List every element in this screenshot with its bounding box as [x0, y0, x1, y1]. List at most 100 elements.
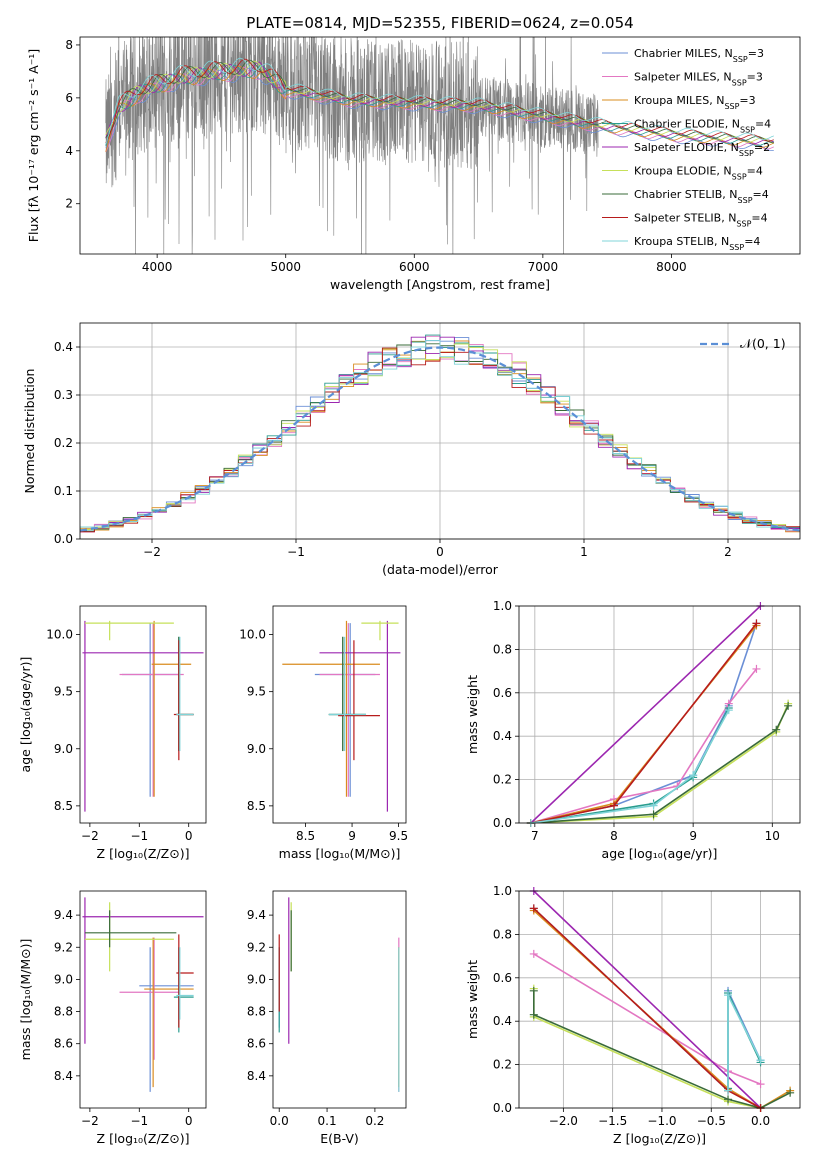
y-tick-label: 0.1 [54, 484, 73, 498]
normal-reference-curve [79, 346, 801, 532]
legend-label: Kroupa ELODIE, NSSP=4 [634, 165, 763, 182]
weight-series-6 [530, 703, 789, 823]
x-tick-label: 0 [185, 1114, 193, 1128]
y-tick-label: 0.0 [54, 532, 73, 546]
errorbar-point [173, 947, 194, 1033]
weight-marker [609, 801, 618, 810]
weight-marker [529, 1010, 538, 1019]
weight-marker [649, 810, 658, 819]
y-tick-label: 0.6 [493, 686, 512, 700]
x-tick-label: 0 [185, 829, 193, 843]
weight_vs_Z-frame [518, 890, 801, 1109]
weight-marker [752, 619, 761, 628]
x-tick-label: −2 [81, 829, 99, 843]
weight-marker [649, 801, 658, 810]
weight-series-9 [530, 709, 730, 823]
y-axis-label: age [log₁₀(age/yr)] [18, 657, 33, 773]
x-tick-label: 6000 [399, 260, 430, 274]
weight_vs_age-axes: 7 8 9 10 0.0 0.2 0.4 0.6 0.8 1.0 age [log₁₀(age/yr… [465, 599, 800, 861]
x-tick-label: −1.0 [647, 1114, 676, 1128]
x-axis-label: wavelength [Angstrom, rest frame] [330, 277, 550, 292]
model-spectrum-6 [105, 60, 774, 144]
residuals-legend: 𝒩(0, 1) [700, 336, 786, 351]
x-tick-label: −1 [130, 1114, 148, 1128]
x-tick-label: 7 [531, 829, 539, 843]
errorbar-point [328, 636, 367, 752]
x-tick-label: 5000 [270, 260, 301, 274]
model-spectrum-9 [105, 57, 774, 145]
errorbar-point [176, 947, 194, 1020]
y-tick-label: 2 [65, 197, 73, 211]
y-axis-label: mass [log₁₀(M/M⊙)] [18, 939, 33, 1061]
y-tick-label: 8.5 [54, 799, 73, 813]
errorbar-point [328, 636, 367, 752]
y-tick-label: 9.0 [247, 742, 266, 756]
y-tick-label: 0.6 [493, 971, 512, 985]
x-axis-label: E(B-V) [320, 1131, 359, 1146]
y-tick-label: 8.6 [54, 1037, 73, 1051]
legend-label: Chabrier MILES, NSSP=3 [634, 47, 764, 64]
weight-series-9 [727, 994, 762, 1091]
spectrum-axes: 4000 5000 6000 7000 8000 2 4 6 8 wavelength [Angs… [26, 38, 687, 292]
x-tick-label: 9.5 [389, 829, 408, 843]
weight-marker [786, 1088, 795, 1097]
y-tick-label: 0.4 [493, 729, 512, 743]
y-tick-label: 9.4 [247, 908, 266, 922]
model-spectrum-5 [105, 61, 775, 145]
y-axis-label: mass weight [465, 675, 480, 754]
weight-marker [724, 1095, 733, 1104]
y-tick-label: 9.4 [54, 908, 73, 922]
x-tick-label: 8000 [656, 260, 687, 274]
y-tick-label: 0.2 [493, 1058, 512, 1072]
x-tick-label: 2 [724, 545, 732, 559]
y-tick-label: 8.4 [54, 1069, 73, 1083]
y-tick-label: 9.0 [247, 972, 266, 986]
y-tick-label: 10.0 [239, 628, 266, 642]
weight-marker [529, 986, 538, 995]
y-tick-label: 0.0 [493, 816, 512, 830]
x-tick-label: 10 [765, 829, 780, 843]
errorbar-point [84, 902, 174, 972]
weight-series-4 [727, 992, 762, 1089]
x-tick-label: −1.5 [598, 1114, 627, 1128]
legend-label: Salpeter ELODIE, NSSP=2 [634, 141, 770, 158]
weight-marker [724, 706, 733, 715]
model-spectrum-3 [105, 65, 774, 152]
y-tick-label: 6 [65, 91, 73, 105]
weight-marker [724, 991, 733, 1000]
errorbar-point [176, 934, 194, 1028]
x-tick-label: 8.5 [296, 829, 315, 843]
errorbar-point [82, 620, 204, 812]
x-tick-label: 8 [610, 829, 618, 843]
weight-series-5 [533, 891, 762, 1108]
errorbar-point [361, 620, 399, 641]
x-axis-label: (data-model)/error [382, 562, 499, 577]
errorbar-point [319, 620, 401, 812]
y-tick-label: 4 [65, 144, 73, 158]
x-tick-label: −1 [287, 545, 305, 559]
weight-series-7 [530, 705, 789, 823]
y-tick-label: 9.2 [54, 940, 73, 954]
y-tick-label: 8.4 [247, 1069, 266, 1083]
weight-marker [784, 701, 793, 710]
figure-title: PLATE=0814, MJD=52355, FIBERID=0624, z=0… [246, 14, 633, 32]
legend-label: Kroupa MILES, NSSP=3 [634, 94, 756, 111]
y-tick-label: 0.3 [54, 388, 73, 402]
spectrum-frame [79, 36, 801, 255]
age_vs_mass-axes: 8.5 9 9.5 8.5 9.0 9.5 10.0 mass [log₁₀(M/M⊙)] [239, 628, 408, 861]
weight-marker [724, 1086, 733, 1095]
y-tick-label: 9.2 [247, 940, 266, 954]
legend-label: Kroupa STELIB, NSSP=4 [634, 235, 760, 252]
weight-series-5 [530, 606, 761, 823]
errorbar-point [82, 897, 204, 1044]
x-axis-label: mass [log₁₀(M/M⊙)] [279, 846, 401, 861]
weight-marker [772, 725, 781, 734]
weight-marker [529, 904, 538, 913]
weight_vs_age-frame [518, 605, 801, 824]
x-tick-label: 4000 [142, 260, 173, 274]
x-axis-label: age [log₁₀(age/yr)] [602, 846, 718, 861]
errorbar-point [319, 623, 380, 797]
mass_vs_Z-frame [79, 890, 207, 1109]
weight-series-8 [533, 907, 761, 1108]
